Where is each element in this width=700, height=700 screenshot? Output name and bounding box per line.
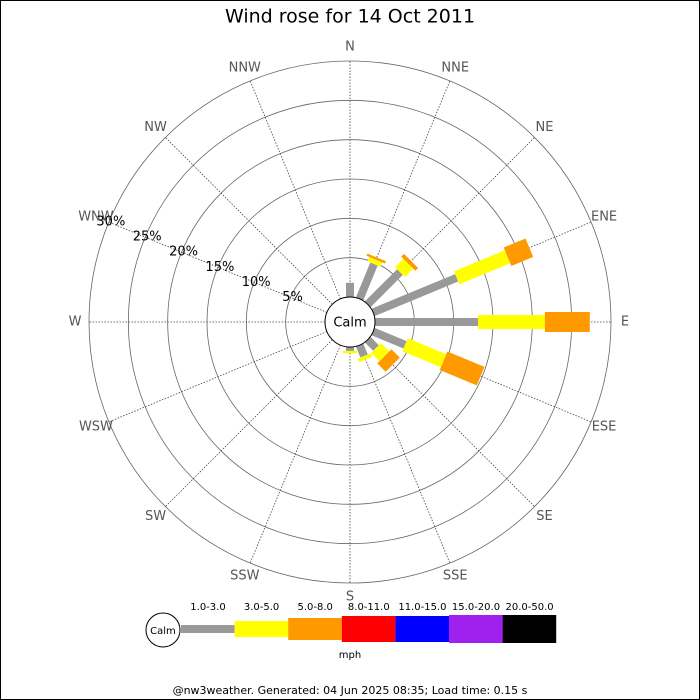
bar-segment — [401, 253, 419, 271]
ring-label: 10% — [242, 275, 271, 290]
ring-label: 20% — [169, 245, 198, 260]
legend-swatch — [502, 615, 557, 643]
legend: Calm 1.0-3.0 3.0-5.0 5.0-8.0 8.0-11.0 11.0-15… — [145, 602, 557, 648]
legend-swatch — [341, 616, 396, 642]
direction-label: SSW — [230, 569, 260, 584]
bar-segment — [402, 338, 447, 368]
grid-ring — [88, 60, 612, 584]
bar-segment — [454, 250, 511, 285]
direction-label: SW — [145, 509, 166, 524]
bar-segment — [375, 318, 479, 326]
calm-circle — [324, 296, 376, 348]
direction-label: ENE — [591, 209, 617, 224]
bar-segment — [364, 336, 379, 351]
bar-segment — [346, 282, 354, 297]
spoke — [165, 137, 333, 305]
legend-label: 3.0-5.0 — [244, 602, 279, 613]
ring-label: 15% — [205, 260, 234, 275]
spoke — [359, 344, 451, 564]
direction-label: NNW — [229, 60, 261, 75]
direction-label: S — [346, 590, 354, 605]
legend-swatch — [449, 615, 503, 643]
bar-segment — [371, 274, 459, 317]
legend-label: 8.0-11.0 — [348, 602, 390, 613]
direction-label: N — [345, 40, 355, 55]
ring-label: 5% — [282, 290, 303, 305]
direction-label: SE — [536, 509, 552, 524]
bar-segment — [371, 327, 407, 349]
direction-label: NNE — [441, 60, 469, 75]
spoke — [367, 339, 535, 507]
legend-label: 20.0-50.0 — [506, 602, 554, 613]
legend-swatch — [234, 621, 289, 637]
direction-label: E — [621, 315, 629, 330]
bar-segment — [478, 315, 545, 329]
legend-label: 11.0-15.0 — [398, 602, 446, 613]
direction-label: WSW — [79, 420, 113, 435]
bar-segment — [357, 353, 373, 363]
legend-swatch — [288, 618, 342, 640]
bar-segment — [364, 269, 403, 308]
overlay: 5% 10% 15% 20% 25% 30% Calm — [96, 215, 376, 348]
legend-label: 1.0-3.0 — [190, 602, 225, 613]
ring-label: 30% — [96, 215, 125, 230]
direction-label: NW — [144, 120, 167, 135]
bar-segment — [366, 253, 386, 264]
spoke — [249, 80, 341, 300]
bars — [321, 234, 590, 390]
direction-label: W — [69, 315, 82, 330]
spoke — [249, 344, 341, 564]
bar-segment — [395, 258, 414, 277]
legend-calm-circle — [145, 612, 181, 648]
spoke — [165, 339, 333, 507]
bar-segment — [355, 262, 378, 301]
legend-label: 15.0-20.0 — [452, 602, 500, 613]
bar-segment — [371, 343, 390, 362]
bar-segment — [377, 349, 400, 372]
legend-swatch — [395, 616, 449, 642]
spoke — [108, 221, 328, 313]
legend-calm-label: Calm — [150, 626, 176, 637]
bar-segment — [544, 312, 590, 332]
spoke — [108, 331, 328, 423]
bar-segment — [503, 238, 534, 266]
calm-label: Calm — [333, 316, 366, 331]
bar-segment — [343, 350, 357, 354]
bar-segment — [439, 351, 485, 386]
direction-label: SSE — [443, 569, 468, 584]
footer: @nw3weather. Generated: 04 Jun 2025 08:3… — [173, 684, 528, 697]
direction-label: WNW — [78, 209, 114, 224]
direction-label: NE — [535, 120, 553, 135]
chart-title: Wind rose for 14 Oct 2011 — [225, 6, 475, 28]
bar-segment — [355, 343, 368, 358]
ring-label: 25% — [133, 230, 162, 245]
bar-segment — [367, 257, 383, 267]
legend-unit: mph — [339, 650, 361, 661]
direction-label: ESE — [592, 420, 617, 435]
legend-swatch — [181, 625, 235, 633]
legend-label: 5.0-8.0 — [297, 602, 332, 613]
bar-segment — [346, 347, 354, 351]
